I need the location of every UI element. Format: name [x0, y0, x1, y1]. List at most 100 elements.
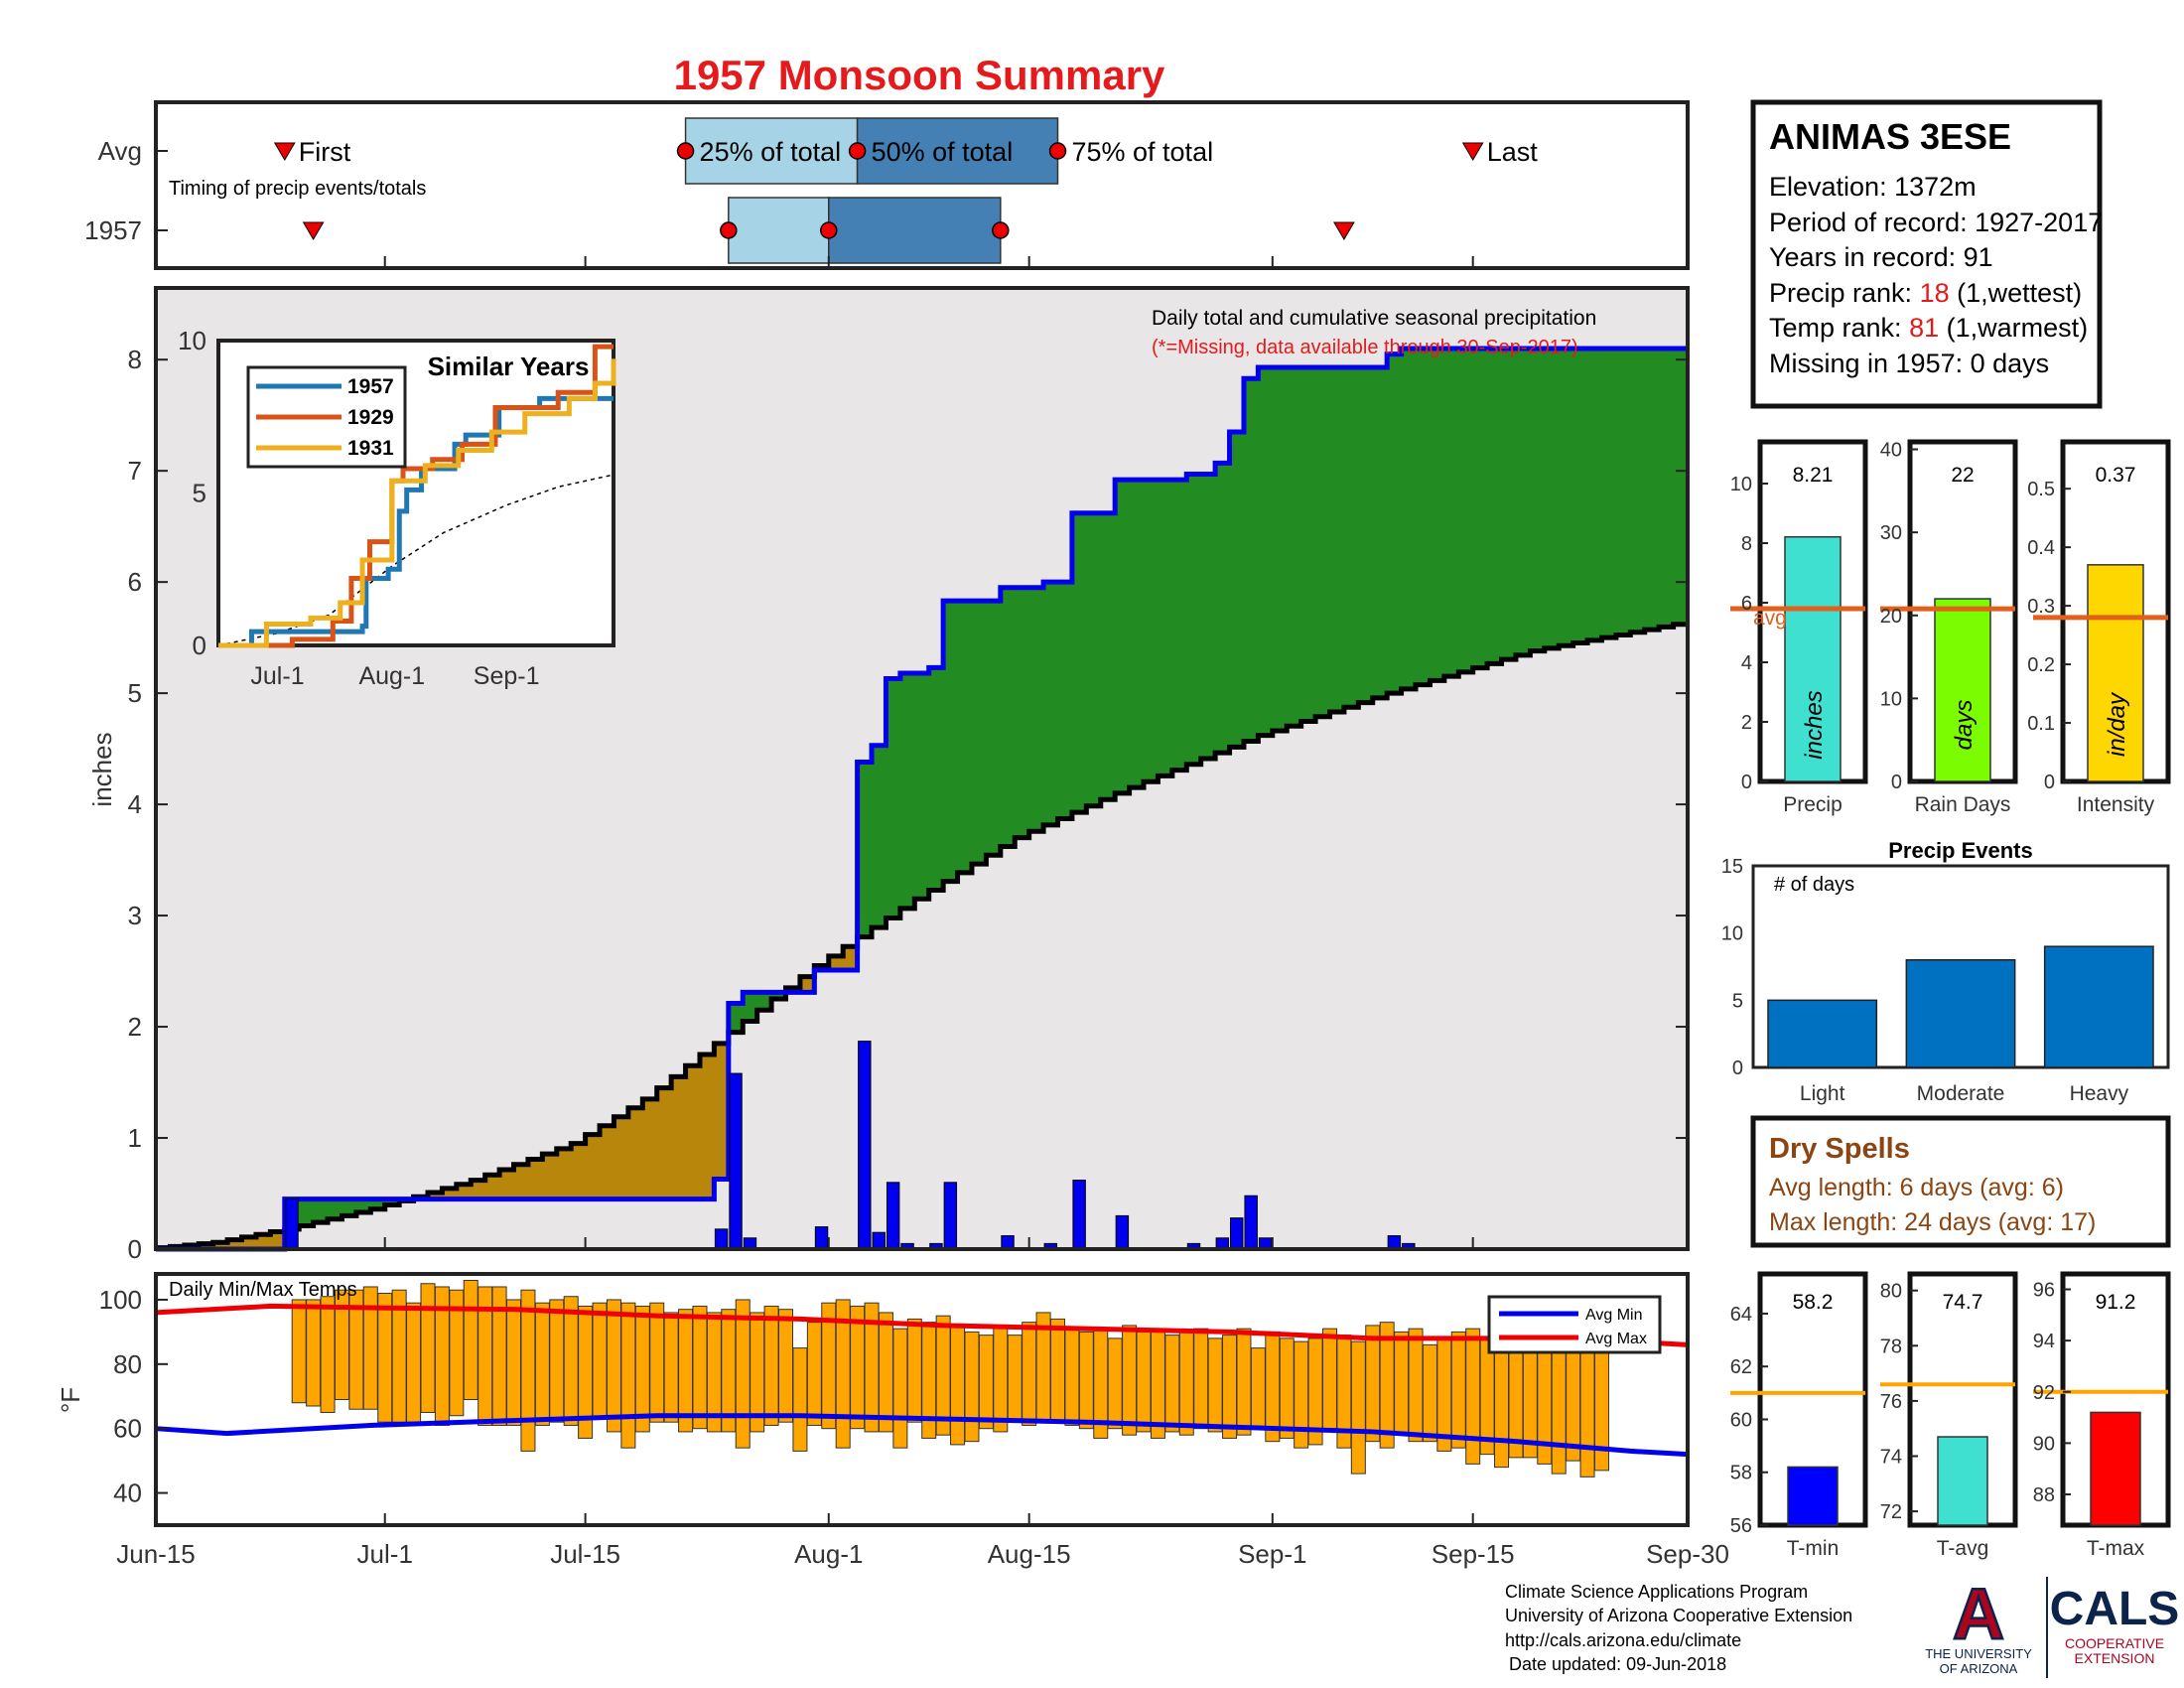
daily-temp-bar [1049, 1318, 1065, 1423]
timing-first-half-box [728, 197, 830, 264]
summary-y-tick-label: 6 [1741, 593, 1752, 615]
summary-unit-intensity: in/day [2104, 691, 2130, 757]
daily-temp-bar [377, 1292, 393, 1423]
daily-temp-bar [778, 1309, 794, 1423]
p75-label: 75% of total [1071, 137, 1213, 167]
y-tick-label: 8 [128, 345, 142, 374]
timing-event-marker [1333, 221, 1355, 240]
daily-precip-bar [1244, 1195, 1258, 1250]
temp-summary-y-tick-label: 60 [1730, 1409, 1752, 1431]
y-tick-label: 6 [128, 567, 142, 597]
temp-summary-y-tick-label: 74 [1880, 1446, 1902, 1468]
y-tick-label: 5 [128, 678, 142, 708]
daily-precip-bar [285, 1198, 299, 1250]
precip-rank-prefix: Precip rank: [1769, 278, 1920, 308]
daily-temp-bar [806, 1322, 822, 1426]
timing-event-marker [273, 142, 296, 161]
daily-temp-bar [306, 1299, 322, 1407]
temp-rank-value: 81 [1909, 313, 1939, 343]
precip-rank-value: 18 [1920, 278, 1950, 308]
footer-line-4: Date updated: 09-Jun-2018 [1509, 1654, 1726, 1674]
events-y-tick-label: 15 [1721, 856, 1743, 878]
daily-temp-bar [1164, 1335, 1180, 1433]
daily-temp-bar [520, 1289, 536, 1452]
timing-quantile-dot [848, 142, 867, 160]
daily-temp-bar [1422, 1343, 1437, 1443]
temp-rank-suffix: (1,warmest) [1939, 313, 2088, 343]
temp-summary-y-tick-label: 80 [1880, 1281, 1902, 1303]
daily-temp-bar [1408, 1328, 1424, 1443]
summary-y-tick-label: 0.1 [2027, 713, 2055, 735]
inset-legend-label: 1931 [347, 437, 394, 460]
daily-temp-bar [1078, 1331, 1094, 1430]
summary-y-tick-label: 4 [1741, 652, 1752, 674]
precip-rank-line: Precip rank: 18 (1,wettest) [1769, 278, 2082, 308]
first-label: First [299, 137, 351, 167]
daily-temp-bar [663, 1312, 679, 1423]
daily-temp-bar [950, 1325, 966, 1446]
x-tick-label: Jul-1 [357, 1539, 413, 1569]
temp-summary-name-tmax: T-max [2087, 1537, 2145, 1560]
temp-summary-y-tick-label: 64 [1730, 1304, 1752, 1326]
daily-temp-bar [964, 1331, 980, 1443]
summary-y-tick-label: 10 [1730, 474, 1752, 495]
events-category-label: Heavy [2070, 1082, 2129, 1105]
daily-precip-bar [1387, 1235, 1402, 1250]
summary-bar-intensity [2087, 564, 2144, 782]
main-plot-frame [154, 286, 1690, 1251]
summary-value-precip: 8.21 [1793, 464, 1834, 487]
temps-y-axis-label: °F [56, 1387, 85, 1413]
daily-temp-bar [506, 1299, 522, 1426]
x-tick-label: Aug-15 [988, 1539, 1071, 1569]
summary-y-tick-label: 8 [1741, 533, 1752, 555]
daily-precip-bar [886, 1182, 900, 1250]
daily-temp-bar [463, 1279, 478, 1400]
p25-label: 25% of total [700, 137, 842, 167]
dry-spells-box: Dry Spells Avg length: 6 days (avg: 6) Max… [1750, 1115, 2171, 1248]
summary-y-tick-label: 40 [1880, 440, 1902, 462]
temp-summary-name-tavg: T-avg [1937, 1537, 1989, 1560]
summary-value-rain_days: 22 [1951, 464, 1974, 487]
events-category-label: Moderate [1917, 1082, 2005, 1105]
temp-summary-bar-tmin [1787, 1466, 1839, 1526]
figure-title: 1957 Monsoon Summary [674, 52, 1165, 98]
summary-bar-precip [1784, 535, 1842, 782]
surplus-area [857, 348, 1688, 937]
inset-y-tick-label: 0 [193, 631, 206, 660]
daily-precip-bar [943, 1182, 958, 1250]
daily-temp-bar [406, 1302, 422, 1423]
daily-temps-chart: 40 60 80 100 Jun-15 Jul-1 Jul-15 Aug-1 Aug-15 Sep… [56, 1272, 1729, 1569]
daily-temp-bar [763, 1305, 779, 1426]
missing-line: Missing in 1957: 0 days [1769, 349, 2049, 378]
daily-temp-bar [291, 1299, 307, 1404]
daily-temp-bar [1236, 1328, 1252, 1436]
temp-summary-y-tick-label: 56 [1730, 1515, 1752, 1537]
daily-temp-bar [850, 1305, 866, 1430]
precip-rank-suffix: (1,wettest) [1950, 278, 2083, 308]
timing-first-half-box [684, 117, 859, 185]
daily-temp-bar [1007, 1335, 1023, 1420]
avg-min-line [155, 1413, 1689, 1458]
timing-event-marker [302, 221, 325, 240]
summary-y-tick-label: 10 [1880, 688, 1902, 710]
station-name: ANIMAS 3ESE [1769, 116, 2011, 157]
cals-logo-line-2: EXTENSION [2075, 1650, 2155, 1666]
summary-y-tick-label: 0 [2044, 772, 2055, 793]
events-y-tick-label: 10 [1721, 923, 1743, 945]
temp-summary-y-tick-label: 58 [1730, 1463, 1752, 1484]
dry-spells-title: Dry Spells [1769, 1133, 1910, 1165]
daily-temp-bar [620, 1302, 636, 1449]
daily-precip-bar [1001, 1235, 1015, 1250]
cals-logo-line-1: COOPERATIVE [2065, 1635, 2164, 1651]
daily-temp-bar [320, 1296, 336, 1413]
precip-note: Daily total and cumulative seasonal prec… [1152, 307, 1596, 330]
daily-temp-bar [1365, 1325, 1381, 1443]
timing-quantile-dot [820, 221, 838, 239]
station-frame [1750, 99, 2103, 409]
deficit-area [156, 1231, 285, 1249]
daily-temp-bar [420, 1283, 436, 1413]
temp-y-tick-label: 80 [113, 1349, 142, 1379]
events-category-label: Light [1800, 1082, 1845, 1105]
temp-y-tick-label: 40 [113, 1478, 142, 1508]
temp-rank-prefix: Temp rank: [1769, 313, 1909, 343]
